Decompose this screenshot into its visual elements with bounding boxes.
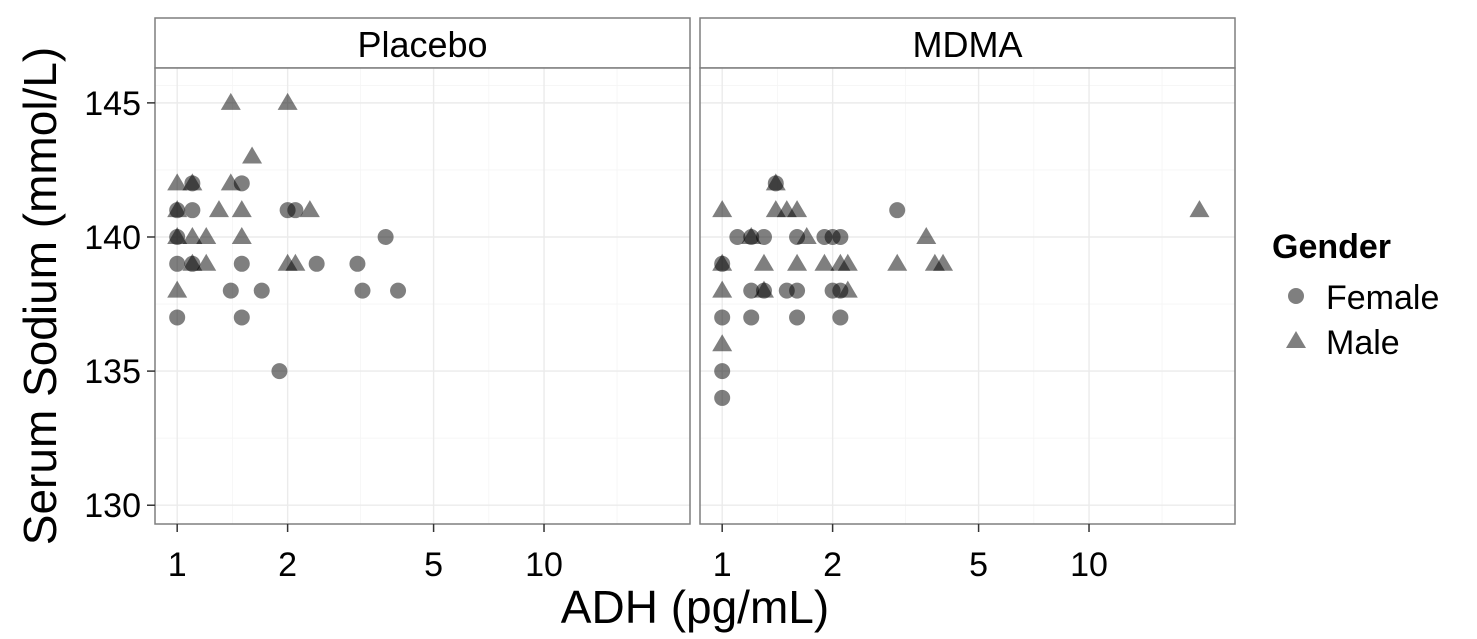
x-tick-label: 1 <box>713 546 732 584</box>
facet-strip-label: MDMA <box>913 24 1023 65</box>
data-point-female <box>390 282 407 299</box>
data-point-female <box>832 228 849 245</box>
data-point-male <box>787 200 808 218</box>
legend-key-male-triangle <box>1286 331 1306 348</box>
x-axis-mdma: 1 2 5 10 <box>713 524 1108 584</box>
data-point-male <box>765 173 786 191</box>
data-point-male <box>837 253 858 271</box>
data-point-female <box>714 309 731 326</box>
data-point-male <box>299 200 320 218</box>
y-tick-label: 135 <box>84 353 141 391</box>
data-point-female <box>714 389 731 406</box>
data-point-male <box>167 280 188 298</box>
data-point-female <box>743 282 760 299</box>
data-point-female <box>832 309 849 326</box>
facet-strip <box>699 17 1236 69</box>
panel-border <box>154 67 691 525</box>
data-point-male <box>182 226 203 244</box>
data-point-female <box>714 363 731 380</box>
data-point-female <box>354 282 371 299</box>
y-axis-title: Serum Sodium (mmol/L) <box>14 47 66 545</box>
data-point-male <box>242 146 263 164</box>
data-point-male <box>220 92 241 110</box>
data-point-female <box>349 255 366 272</box>
data-point-male <box>753 280 774 298</box>
legend: Gender Female Male <box>1272 228 1439 362</box>
facet-panel-mdma: MDMA <box>699 17 1236 525</box>
data-point-female <box>755 228 772 245</box>
data-point-female <box>789 309 806 326</box>
data-point-female <box>889 202 906 219</box>
data-point-male <box>753 253 774 271</box>
data-point-male <box>712 280 733 298</box>
data-point-male <box>196 226 217 244</box>
data-point-male <box>196 253 217 271</box>
x-tick-label: 10 <box>525 546 563 584</box>
data-point-male <box>208 200 229 218</box>
data-point-male <box>1189 200 1210 218</box>
data-point-female <box>233 255 250 272</box>
data-point-female <box>169 309 186 326</box>
data-point-male <box>277 92 298 110</box>
data-point-female <box>789 282 806 299</box>
data-point-male <box>887 253 908 271</box>
data-point-female <box>308 255 325 272</box>
data-point-male <box>796 226 817 244</box>
data-point-male <box>837 280 858 298</box>
data-point-male <box>814 253 835 271</box>
data-point-male <box>933 253 954 271</box>
facet-strip <box>154 17 691 69</box>
data-point-female <box>271 363 288 380</box>
x-axis-placebo: 1 2 5 10 <box>168 524 563 584</box>
data-point-female <box>287 202 304 219</box>
facet-strip-label: Placebo <box>357 24 487 65</box>
legend-key-female-circle <box>1288 288 1304 304</box>
data-point-female <box>169 255 186 272</box>
facet-panel-placebo: Placebo <box>154 17 691 525</box>
data-point-male <box>220 173 241 191</box>
plot-area <box>155 68 690 524</box>
data-point-female <box>743 309 760 326</box>
data-point-male <box>712 200 733 218</box>
data-point-female <box>233 309 250 326</box>
data-point-male <box>712 253 733 271</box>
legend-title: Gender <box>1272 228 1391 266</box>
x-tick-label: 5 <box>424 546 443 584</box>
y-tick-label: 140 <box>84 219 141 257</box>
data-point-female <box>222 282 239 299</box>
x-tick-label: 10 <box>1070 546 1108 584</box>
data-point-male <box>182 253 203 271</box>
data-point-male <box>285 253 306 271</box>
y-tick-label: 145 <box>84 85 141 123</box>
x-tick-label: 2 <box>278 546 297 584</box>
data-point-male <box>741 226 762 244</box>
plot-area <box>700 68 1235 524</box>
data-point-male <box>182 173 203 191</box>
data-point-female <box>729 228 746 245</box>
data-point-male <box>231 200 252 218</box>
x-tick-label: 5 <box>969 546 988 584</box>
data-point-male <box>167 200 188 218</box>
y-axis: 130 135 140 145 <box>84 85 155 525</box>
data-point-male <box>167 226 188 244</box>
panel-border <box>699 67 1236 525</box>
x-tick-label: 2 <box>823 546 842 584</box>
data-point-male <box>167 173 188 191</box>
data-point-male <box>916 226 937 244</box>
data-point-male <box>787 253 808 271</box>
data-point-male <box>712 334 733 352</box>
data-point-female <box>253 282 270 299</box>
data-point-female <box>377 228 394 245</box>
x-axis-title: ADH (pg/mL) <box>561 581 829 633</box>
y-tick-label: 130 <box>84 487 141 525</box>
x-tick-label: 1 <box>168 546 187 584</box>
legend-label-male: Male <box>1326 324 1400 362</box>
legend-label-female: Female <box>1326 279 1439 317</box>
data-point-female <box>184 202 201 219</box>
data-point-male <box>231 226 252 244</box>
